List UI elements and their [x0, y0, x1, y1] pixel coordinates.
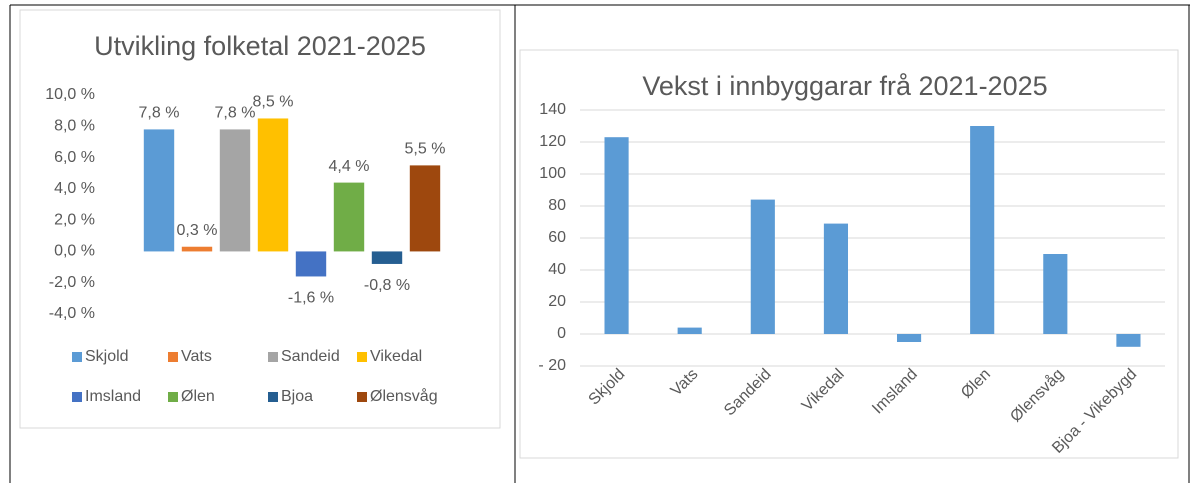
data-label: 0,3 % [177, 222, 218, 239]
legend-swatch [72, 392, 82, 402]
data-label: 7,8 % [215, 105, 256, 122]
y-tick-label: 140 [539, 101, 566, 118]
bar [219, 129, 251, 252]
data-label: 4,4 % [329, 158, 370, 175]
y-tick-label: -4,0 % [49, 305, 95, 322]
chart-title: Utvikling folketal 2021-2025 [94, 31, 426, 61]
legend-label: Ølensvåg [370, 387, 438, 405]
y-tick-label: 60 [548, 229, 566, 246]
y-tick-label: 0 [557, 325, 566, 342]
legend-label: Imsland [85, 388, 141, 405]
chart-title: Vekst i innbyggarar frå 2021-2025 [642, 71, 1047, 101]
bar [257, 118, 289, 252]
bar [750, 199, 775, 334]
data-label: 8,5 % [253, 94, 294, 111]
bar [143, 129, 175, 252]
y-tick-label: 120 [539, 133, 566, 150]
legend-label: Ølen [181, 388, 215, 405]
legend-label: Vats [181, 348, 212, 365]
data-label: 7,8 % [139, 105, 180, 122]
legend-swatch [268, 352, 278, 362]
bar [604, 137, 629, 334]
bar [970, 126, 995, 334]
y-tick-label: 100 [539, 165, 566, 182]
bar [677, 327, 702, 334]
bar [896, 334, 922, 342]
chart-frame [519, 49, 1179, 459]
y-tick-label: -2,0 % [49, 274, 95, 291]
legend-label: Vikedal [370, 348, 422, 365]
y-tick-label: 2,0 % [54, 211, 95, 228]
y-tick-label: 6,0 % [54, 149, 95, 166]
y-tick-label: 20 [548, 293, 566, 310]
legend-swatch [357, 392, 367, 402]
y-tick-label: 4,0 % [54, 180, 95, 197]
bar [333, 182, 365, 252]
y-tick-label: 10,0 % [45, 86, 95, 103]
data-label: -0,8 % [364, 277, 410, 294]
data-label: 5,5 % [405, 141, 446, 158]
bar [295, 251, 327, 277]
y-tick-label: 80 [548, 197, 566, 214]
legend-label: Skjold [85, 348, 129, 365]
legend-swatch [268, 392, 278, 402]
legend-swatch [168, 392, 178, 402]
legend-label: Bjoa [281, 388, 313, 405]
y-tick-label: - 20 [538, 357, 566, 374]
y-tick-label: 40 [548, 261, 566, 278]
y-tick-label: 8,0 % [54, 118, 95, 135]
legend-swatch [72, 352, 82, 362]
legend-swatch [168, 352, 178, 362]
y-tick-label: 0,0 % [54, 243, 95, 260]
legend-swatch [357, 352, 367, 362]
bar [371, 251, 403, 264]
data-label: -1,6 % [288, 290, 334, 307]
bar [409, 165, 441, 252]
bar [1043, 254, 1068, 334]
bar [181, 246, 213, 252]
bar [1116, 334, 1141, 347]
bar [823, 223, 849, 334]
legend-label: Sandeid [281, 348, 340, 365]
